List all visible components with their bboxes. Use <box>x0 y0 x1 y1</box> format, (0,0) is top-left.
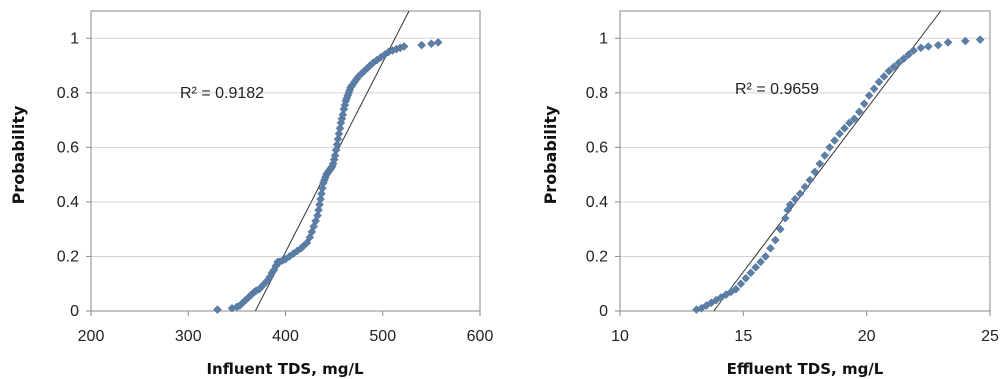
data-point <box>761 252 770 261</box>
data-point <box>854 107 864 117</box>
data-point <box>909 46 918 55</box>
y-tick-label: 0.6 <box>57 139 79 156</box>
x-axis-label: Effluent TDS, mg/L <box>727 360 884 378</box>
data-point <box>335 123 345 133</box>
data-point <box>333 134 343 144</box>
data-point <box>820 151 830 160</box>
y-tick-label: 0 <box>70 303 79 320</box>
data-point <box>314 205 323 215</box>
data-point <box>313 211 322 220</box>
data-point <box>825 143 835 152</box>
data-point <box>943 38 953 47</box>
data-point <box>213 305 222 314</box>
data-point <box>800 182 810 192</box>
data-point <box>975 35 985 44</box>
data-point <box>840 123 849 133</box>
x-axis-label: Influent TDS, mg/L <box>206 360 364 378</box>
data-point <box>427 39 436 49</box>
data-point <box>302 238 312 248</box>
data-point <box>338 110 348 119</box>
data-point <box>904 50 913 59</box>
data-point <box>315 200 324 209</box>
x-tick-label: 25 <box>981 328 999 345</box>
x-tick-label: 200 <box>78 328 105 345</box>
data-point <box>332 140 342 149</box>
data-point <box>830 136 839 145</box>
plot-area <box>90 10 481 312</box>
data-point <box>916 43 926 53</box>
data-point <box>835 129 844 139</box>
y-axis-label: Probability <box>9 105 28 204</box>
data-point <box>318 183 327 193</box>
data-point <box>785 200 795 209</box>
data-point <box>736 279 746 289</box>
r-squared-annotation: R² = 0.9182 <box>180 85 264 102</box>
data-point <box>889 62 899 72</box>
data-point <box>845 118 854 128</box>
data-point <box>790 194 800 204</box>
data-point <box>899 54 909 64</box>
x-tick-label: 500 <box>369 328 396 345</box>
data-point <box>731 284 741 294</box>
data-point <box>330 151 340 160</box>
y-tick-label: 0 <box>599 303 608 320</box>
data-point <box>894 58 904 68</box>
data-point <box>923 42 933 51</box>
data-point <box>849 114 859 124</box>
data-point <box>766 243 775 253</box>
data-point <box>795 189 805 199</box>
x-tick-label: 10 <box>611 328 629 345</box>
data-point <box>317 189 326 199</box>
data-point <box>810 167 820 177</box>
data-point <box>433 38 443 47</box>
x-tick-label: 300 <box>175 328 202 345</box>
y-tick-label: 1 <box>599 30 608 47</box>
data-point <box>879 72 889 81</box>
data-point <box>780 213 790 223</box>
y-tick-label: 0.8 <box>57 85 79 102</box>
data-point <box>741 273 751 283</box>
y-axis-label: Probability <box>541 105 560 204</box>
y-tick-label: 0.4 <box>586 194 608 211</box>
x-tick-label: 400 <box>272 328 299 345</box>
data-point <box>316 194 325 204</box>
data-point <box>771 235 780 245</box>
data-point <box>869 84 879 94</box>
plot-area <box>619 10 991 312</box>
data-point <box>756 257 765 267</box>
x-tick-label: 15 <box>734 328 752 345</box>
data-point <box>815 159 825 169</box>
data-point <box>751 263 761 272</box>
y-tick-label: 0.8 <box>586 85 608 102</box>
data-point <box>884 66 894 76</box>
y-tick-label: 0.2 <box>586 248 608 265</box>
data-point <box>859 99 869 109</box>
r-squared-annotation: R² = 0.9659 <box>735 81 819 98</box>
data-point <box>874 77 884 87</box>
data-point <box>933 40 943 50</box>
data-point <box>399 42 409 51</box>
data-point <box>775 224 785 234</box>
influent-chart: 0 0.2 0.4 0.6 0.8 1 200 300 400 500 600 R² = 0.9182… <box>9 10 494 378</box>
effluent-chart: 0 0.2 0.4 0.6 0.8 1 10 15 20 25 R² = 0.9659 Effluen… <box>541 10 999 378</box>
x-tick-label: 600 <box>467 328 494 345</box>
y-tick-label: 0.6 <box>586 139 608 156</box>
x-tick-label: 20 <box>858 328 876 345</box>
y-tick-label: 0.2 <box>57 248 79 265</box>
data-point <box>334 129 344 139</box>
data-point <box>331 145 341 155</box>
y-tick-label: 1 <box>70 30 79 47</box>
data-point <box>960 36 970 46</box>
data-point <box>417 40 427 50</box>
data-point <box>746 268 756 278</box>
y-tick-label: 0.4 <box>57 194 79 211</box>
data-point <box>805 175 815 185</box>
data-point <box>864 91 874 100</box>
